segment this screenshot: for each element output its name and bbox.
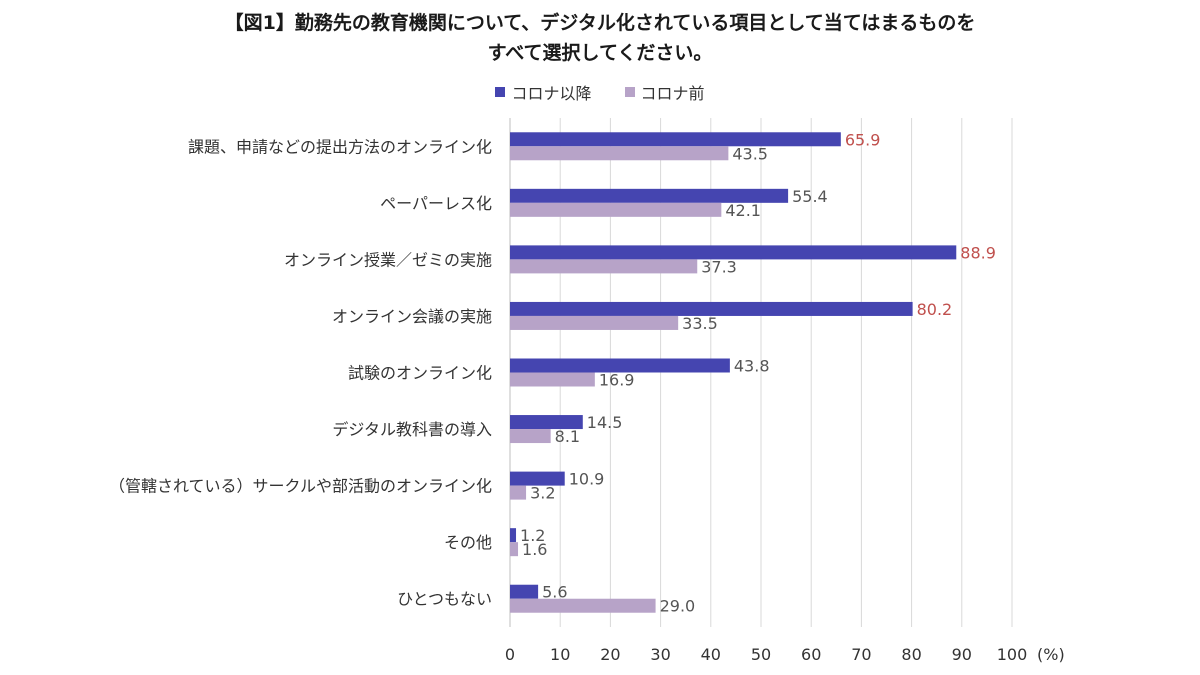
x-tick-label: 90 (952, 645, 972, 664)
legend-swatch-before (624, 87, 635, 97)
data-label: 80.2 (917, 300, 953, 319)
legend-label-after: コロナ以降 (511, 84, 592, 103)
category-label: オンライン授業／ゼミの実施 (284, 250, 492, 269)
x-tick-label: 10 (550, 645, 570, 664)
bar-after (510, 528, 517, 543)
legend: コロナ以降 コロナ前 (0, 80, 1200, 104)
data-label: 33.5 (682, 314, 718, 333)
chart-title-line2: すべて選択してください。 (487, 42, 713, 64)
data-label: 43.8 (734, 357, 770, 376)
bar-after (510, 415, 583, 430)
x-tick-label: 50 (751, 645, 771, 664)
bar-before (510, 542, 519, 557)
data-label: 1.6 (522, 540, 547, 559)
legend-swatch-after (495, 87, 506, 97)
data-label: 3.2 (530, 484, 555, 503)
bar-before (510, 315, 679, 330)
bar-before (510, 598, 656, 613)
data-label: 10.9 (569, 470, 605, 489)
legend-item-after: コロナ以降 (495, 80, 591, 104)
data-label: 14.5 (587, 413, 623, 432)
data-label: 65.9 (845, 130, 881, 149)
category-label: その他 (444, 533, 492, 552)
bar-before (510, 202, 722, 217)
x-tick-label: 40 (701, 645, 721, 664)
data-label: 1.2 (520, 526, 545, 545)
bar-before (510, 429, 551, 444)
data-label: 88.9 (960, 243, 996, 262)
data-label: 29.0 (660, 597, 696, 616)
x-tick-label: 30 (650, 645, 670, 664)
x-unit-label: (%) (1037, 645, 1065, 664)
bar-before (510, 259, 698, 274)
category-label: 課題、申請などの提出方法のオンライン化 (188, 137, 492, 156)
data-label: 5.6 (542, 583, 567, 602)
x-tick-label: 70 (851, 645, 871, 664)
bar-after (510, 358, 730, 373)
category-label: （管轄されている）サークルや部活動のオンライン化 (109, 477, 492, 496)
data-label: 42.1 (725, 201, 761, 220)
bar-after (510, 471, 565, 486)
bar-before (510, 146, 729, 161)
data-label: 43.5 (732, 144, 768, 163)
legend-label-before: コロナ前 (640, 84, 705, 103)
bar-after (510, 132, 841, 147)
category-label: ひとつもない (397, 590, 492, 609)
x-tick-label: 0 (505, 645, 515, 664)
category-label: オンライン会議の実施 (332, 307, 492, 326)
data-label: 37.3 (701, 257, 737, 276)
chart-title-line1: 【図1】勤務先の教育機関について、デジタル化されている項目として当てはまるものを (224, 12, 976, 34)
bar-after (510, 301, 913, 316)
x-tick-label: 100 (997, 645, 1028, 664)
bar-after (510, 245, 957, 260)
legend-item-before: コロナ前 (624, 80, 705, 104)
data-label: 55.4 (792, 187, 828, 206)
bar-after (510, 584, 539, 599)
x-tick-label: 20 (600, 645, 620, 664)
bar-before (510, 485, 527, 500)
x-tick-label: 80 (901, 645, 921, 664)
category-label: 試験のオンライン化 (348, 364, 492, 383)
bar-after (510, 188, 789, 203)
data-label: 16.9 (599, 371, 635, 390)
category-label: デジタル教科書の導入 (332, 420, 492, 439)
category-label: ペーパーレス化 (380, 194, 492, 213)
x-tick-label: 60 (801, 645, 821, 664)
data-label: 8.1 (555, 427, 580, 446)
bar-before (510, 372, 595, 387)
